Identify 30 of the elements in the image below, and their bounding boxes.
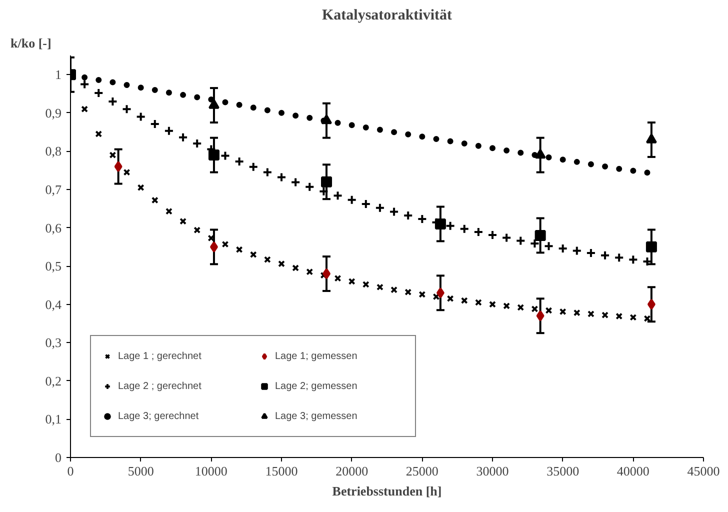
y-tick-label: 0,5 bbox=[45, 258, 62, 274]
legend-label: Lage 3; gemessen bbox=[275, 410, 358, 422]
x-axis-title: Betriebsstunden [h] bbox=[332, 484, 442, 498]
y-tick-label: 0,4 bbox=[45, 296, 62, 312]
y-tick-label: 0,7 bbox=[45, 182, 62, 197]
y-tick-label: 0,2 bbox=[45, 373, 62, 388]
y-tick-label: 0,8 bbox=[45, 144, 62, 159]
y-tick-label: 0,1 bbox=[45, 412, 62, 427]
y-tick-label: 1 bbox=[55, 67, 62, 82]
legend-label: Lage 2; gemessen bbox=[275, 380, 358, 392]
y-tick-label: 0,3 bbox=[45, 335, 62, 350]
chart-title: Katalysatoraktivität bbox=[322, 8, 452, 24]
x-tick-label: 45000 bbox=[687, 464, 720, 478]
x-tick-label: 30000 bbox=[476, 464, 509, 478]
x-tick-label: 10000 bbox=[194, 464, 228, 478]
legend-label: Lage 3; gerechnet bbox=[118, 410, 200, 422]
x-tick-label: 20000 bbox=[336, 464, 368, 478]
x-tick-label: 40000 bbox=[616, 464, 650, 478]
y-axis-title: k/ko [-] bbox=[10, 36, 52, 50]
x-tick-label: 35000 bbox=[546, 464, 580, 478]
y-tick-label: 0 bbox=[55, 450, 62, 465]
x-tick-label: 15000 bbox=[265, 464, 298, 478]
y-tick-label: 0,6 bbox=[45, 220, 62, 236]
legend-label: Lage 2 ; gerechnet bbox=[118, 380, 202, 392]
x-tick-label: 5000 bbox=[128, 464, 154, 478]
y-tick-label: 0,9 bbox=[45, 105, 62, 120]
legend-label: Lage 1 ; gerechnet bbox=[118, 350, 202, 362]
x-tick-label: 25000 bbox=[406, 464, 438, 478]
legend-label: Lage 1; gemessen bbox=[275, 350, 358, 362]
x-tick-label: 0 bbox=[67, 464, 74, 478]
